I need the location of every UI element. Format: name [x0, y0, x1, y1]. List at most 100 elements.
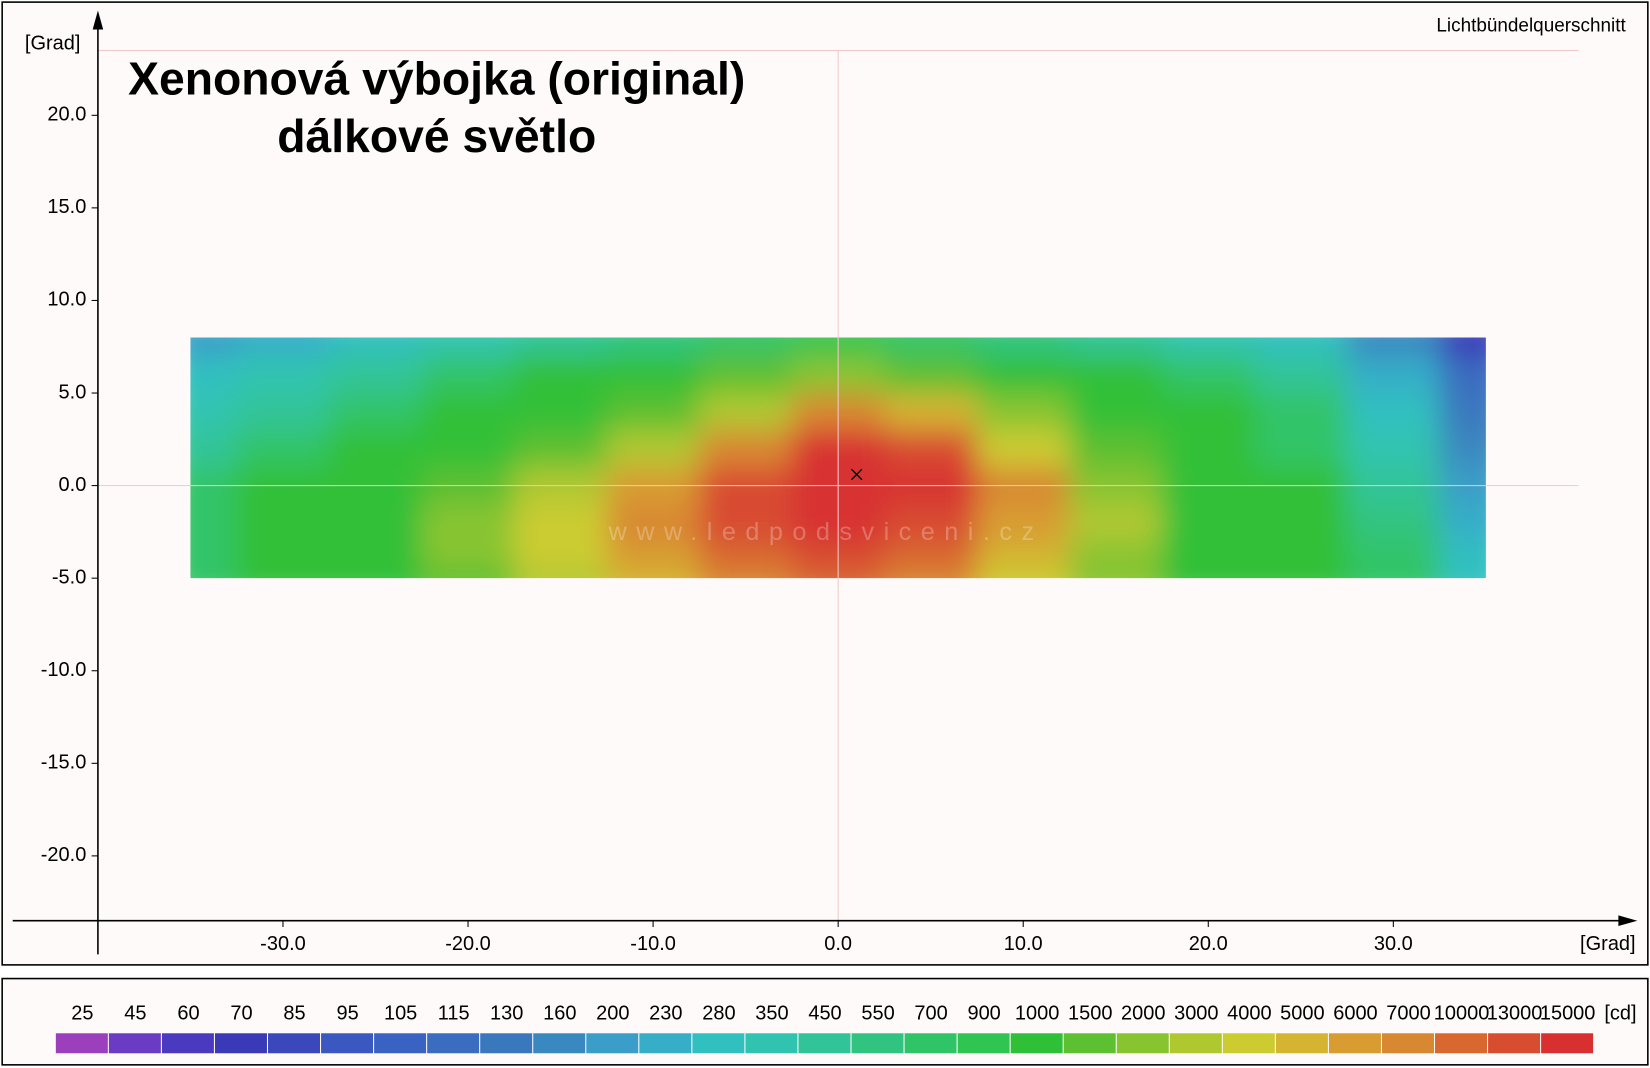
heat-cell [699, 504, 793, 543]
legend-swatch [745, 1033, 798, 1054]
heat-cell [976, 337, 1071, 358]
heat-cell [236, 504, 331, 543]
heat-cell [514, 393, 608, 432]
heat-cell [421, 355, 516, 395]
heat-cell [1439, 541, 1486, 570]
heat-cell [1162, 504, 1256, 543]
legend-swatch [1222, 1033, 1275, 1054]
heat-cell [606, 337, 701, 358]
heat-cell [236, 355, 331, 395]
heat-cell [421, 568, 516, 579]
heat-cell [1347, 337, 1441, 358]
legend-swatch [1381, 1033, 1434, 1054]
legend-label: 10000 [1434, 1003, 1490, 1025]
legend-label: 1000 [1015, 1003, 1059, 1025]
legend-label: 200 [596, 1003, 629, 1025]
heat-cell [1347, 430, 1441, 469]
legend-label: 70 [230, 1003, 252, 1025]
heat-cell [1254, 430, 1349, 469]
heat-cell [606, 355, 701, 395]
legend-label: 3000 [1174, 1003, 1218, 1025]
legend-swatch [55, 1033, 108, 1054]
heat-cell [1254, 504, 1349, 543]
heat-cell [884, 355, 978, 395]
heat-cell [236, 337, 331, 358]
legend-label: 2000 [1121, 1003, 1165, 1025]
heat-cell [190, 430, 238, 469]
legend-swatch [268, 1033, 321, 1054]
heat-cell [329, 504, 423, 543]
heat-cell [1439, 393, 1486, 432]
legend-label: 7000 [1386, 1003, 1430, 1025]
heat-cell [976, 430, 1071, 469]
legend-swatch [639, 1033, 692, 1054]
heat-cell [1069, 568, 1164, 579]
legend-swatch [1488, 1033, 1541, 1054]
legend-label: 350 [755, 1003, 788, 1025]
heat-cell [1162, 430, 1256, 469]
heat-cell [1069, 430, 1164, 469]
heat-cell [606, 430, 701, 469]
axes: -30.0 -20.0 -10.0 0.0 10.0 20.0 30.0 20.0 15.0 10… [41, 50, 1579, 955]
heat-cell [1069, 337, 1164, 358]
heat-cell [1254, 393, 1349, 432]
heat-cell [190, 504, 238, 543]
x-tick-label: -10.0 [630, 933, 676, 955]
chart-title: Xenonová výbojka (original) [128, 52, 745, 104]
heat-cell [1069, 504, 1164, 543]
heat-cell [699, 393, 793, 432]
y-tick-label: 0.0 [59, 474, 87, 496]
heat-cell [514, 568, 608, 579]
legend-label: 450 [808, 1003, 841, 1025]
heat-cell [976, 541, 1071, 570]
y-tick-label: -10.0 [41, 659, 87, 681]
heat-cell [514, 355, 608, 395]
heat-cell [236, 541, 331, 570]
heat-cell [514, 541, 608, 570]
heat-cell [1254, 337, 1349, 358]
heat-cell [1162, 337, 1256, 358]
legend-label: 5000 [1280, 1003, 1324, 1025]
heat-cell [421, 337, 516, 358]
heat-cell [1254, 541, 1349, 570]
heat-cell [606, 568, 701, 579]
legend-label: 95 [336, 1003, 358, 1025]
heat-cell [190, 355, 238, 395]
heat-cell [190, 393, 238, 432]
legend-swatch [1275, 1033, 1328, 1054]
chart-subtitle: dálkové světlo [277, 110, 596, 162]
heat-cell [421, 430, 516, 469]
x-tick-label: 20.0 [1189, 933, 1228, 955]
legend-label: 115 [438, 1003, 470, 1025]
heat-cell [329, 430, 423, 469]
heat-cell [884, 541, 978, 570]
heat-cell [236, 393, 331, 432]
heat-cell [1254, 355, 1349, 395]
heat-cell [190, 337, 238, 358]
legend-swatch [904, 1033, 957, 1054]
y-tick-label: -5.0 [52, 566, 86, 588]
legend-label: 25 [71, 1003, 93, 1025]
x-tick-label: 10.0 [1004, 933, 1043, 955]
heat-cell [699, 337, 793, 358]
heat-cell [699, 355, 793, 395]
heat-cell [421, 541, 516, 570]
heat-cell [1347, 393, 1441, 432]
heat-cell [421, 393, 516, 432]
heat-cell [1347, 504, 1441, 543]
heat-cell [514, 337, 608, 358]
legend-swatch [374, 1033, 427, 1054]
heat-cell [884, 337, 978, 358]
heat-cell [190, 541, 238, 570]
legend-swatch [957, 1033, 1010, 1054]
legend-swatch [1541, 1033, 1594, 1054]
heat-cell [884, 504, 978, 543]
legend-swatch [1116, 1033, 1169, 1054]
legend-label: 6000 [1333, 1003, 1377, 1025]
legend-label: 4000 [1227, 1003, 1271, 1025]
y-tick-label: -15.0 [41, 752, 87, 774]
x-axis-label: [Grad] [1580, 933, 1636, 955]
x-tick-label: 0.0 [824, 933, 852, 955]
